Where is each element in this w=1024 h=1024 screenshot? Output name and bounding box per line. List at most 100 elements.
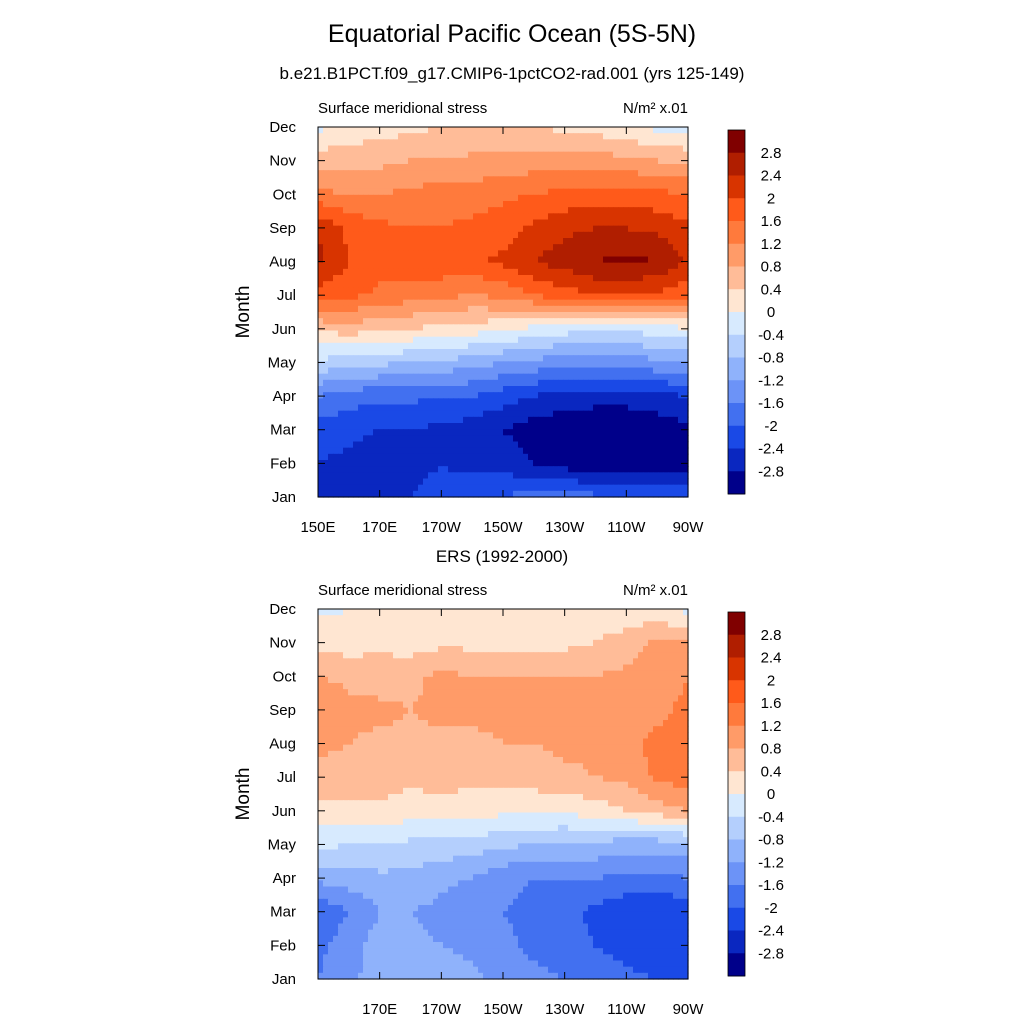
heat-cell (583, 349, 589, 356)
heat-cell (338, 231, 344, 239)
heat-cell (378, 441, 384, 449)
heat-cell (393, 170, 399, 177)
heat-cell (528, 139, 534, 147)
heat-cell (438, 312, 444, 319)
heat-cell (563, 336, 569, 344)
heat-cell (683, 275, 689, 282)
heat-cell (408, 398, 414, 406)
heat-cell (453, 615, 459, 622)
heat-cell (378, 312, 384, 319)
heat-cell (463, 281, 469, 288)
heat-cell (568, 157, 574, 165)
heat-cell (548, 299, 554, 307)
heat-cell (323, 633, 329, 641)
heat-cell (398, 145, 404, 153)
heat-cell (353, 318, 359, 325)
heat-cell (433, 127, 439, 134)
heat-cell (553, 219, 559, 227)
heat-cell (598, 373, 604, 381)
heat-cell (503, 139, 509, 147)
heat-cell (358, 423, 364, 430)
heat-cell (533, 416, 539, 424)
heat-cell (553, 293, 559, 301)
heat-cell (423, 336, 429, 344)
heat-cell (673, 312, 679, 319)
heat-cell (428, 336, 434, 344)
heat-cell (478, 639, 484, 647)
heat-cell (443, 127, 449, 134)
heat-cell (378, 490, 384, 498)
heat-cell (638, 336, 644, 344)
heat-cell (348, 373, 354, 381)
heat-cell (343, 164, 349, 171)
heat-cell (658, 201, 664, 208)
heat-cell (683, 318, 689, 325)
heat-cell (663, 139, 669, 147)
heat-cell (613, 293, 619, 301)
heat-cell (563, 256, 569, 264)
heat-cell (343, 182, 349, 190)
heat-cell (533, 404, 539, 412)
heat-cell (508, 361, 514, 369)
heat-cell (378, 305, 384, 313)
heat-cell (663, 164, 669, 171)
heat-cell (558, 305, 564, 313)
heat-cell (648, 478, 654, 486)
heat-cell (318, 250, 324, 258)
heat-cell (498, 472, 504, 480)
heat-cell (393, 386, 399, 393)
heat-cell (408, 429, 414, 436)
heat-cell (453, 225, 459, 233)
heat-cell (463, 336, 469, 344)
heat-cell (618, 281, 624, 288)
heat-cell (608, 312, 614, 319)
heat-cell (648, 441, 654, 449)
heat-cell (343, 627, 349, 635)
heat-cell (543, 324, 549, 332)
heat-cell (363, 484, 369, 492)
heat-cell (468, 330, 474, 338)
heat-cell (348, 318, 354, 325)
heat-cell (463, 621, 469, 629)
heat-cell (563, 490, 569, 498)
heat-cell (583, 194, 589, 202)
heat-cell (458, 416, 464, 424)
heat-cell (648, 472, 654, 480)
heat-cell (343, 188, 349, 196)
heat-cell (373, 490, 379, 498)
heat-cell (383, 379, 389, 387)
heat-cell (683, 478, 689, 486)
heat-cell (603, 355, 609, 362)
heat-cell (608, 207, 614, 214)
heat-cell (568, 275, 574, 282)
heat-cell (323, 367, 329, 375)
heat-cell (333, 349, 339, 356)
heat-cell (513, 621, 519, 629)
heat-cell (353, 299, 359, 307)
heat-cell (393, 404, 399, 412)
heat-cell (428, 460, 434, 467)
heat-cell (318, 194, 324, 202)
heat-cell (568, 367, 574, 375)
heat-cell (388, 490, 394, 498)
heat-cell (458, 133, 464, 140)
heat-cell (348, 466, 354, 473)
heat-cell (328, 299, 334, 307)
heat-cell (523, 293, 529, 301)
heat-cell (493, 361, 499, 369)
heat-cell (468, 256, 474, 264)
heat-cell (518, 478, 524, 486)
heat-cell (453, 139, 459, 147)
heat-cell (648, 157, 654, 165)
heat-cell (348, 349, 354, 356)
heat-cell (663, 324, 669, 332)
heat-cell (393, 275, 399, 282)
heat-cell (413, 312, 419, 319)
heat-cell (653, 201, 659, 208)
heat-cell (588, 447, 594, 455)
heat-cell (323, 231, 329, 239)
heat-cell (668, 361, 674, 369)
heat-cell (408, 349, 414, 356)
heat-cell (373, 398, 379, 406)
heat-cell (508, 373, 514, 381)
